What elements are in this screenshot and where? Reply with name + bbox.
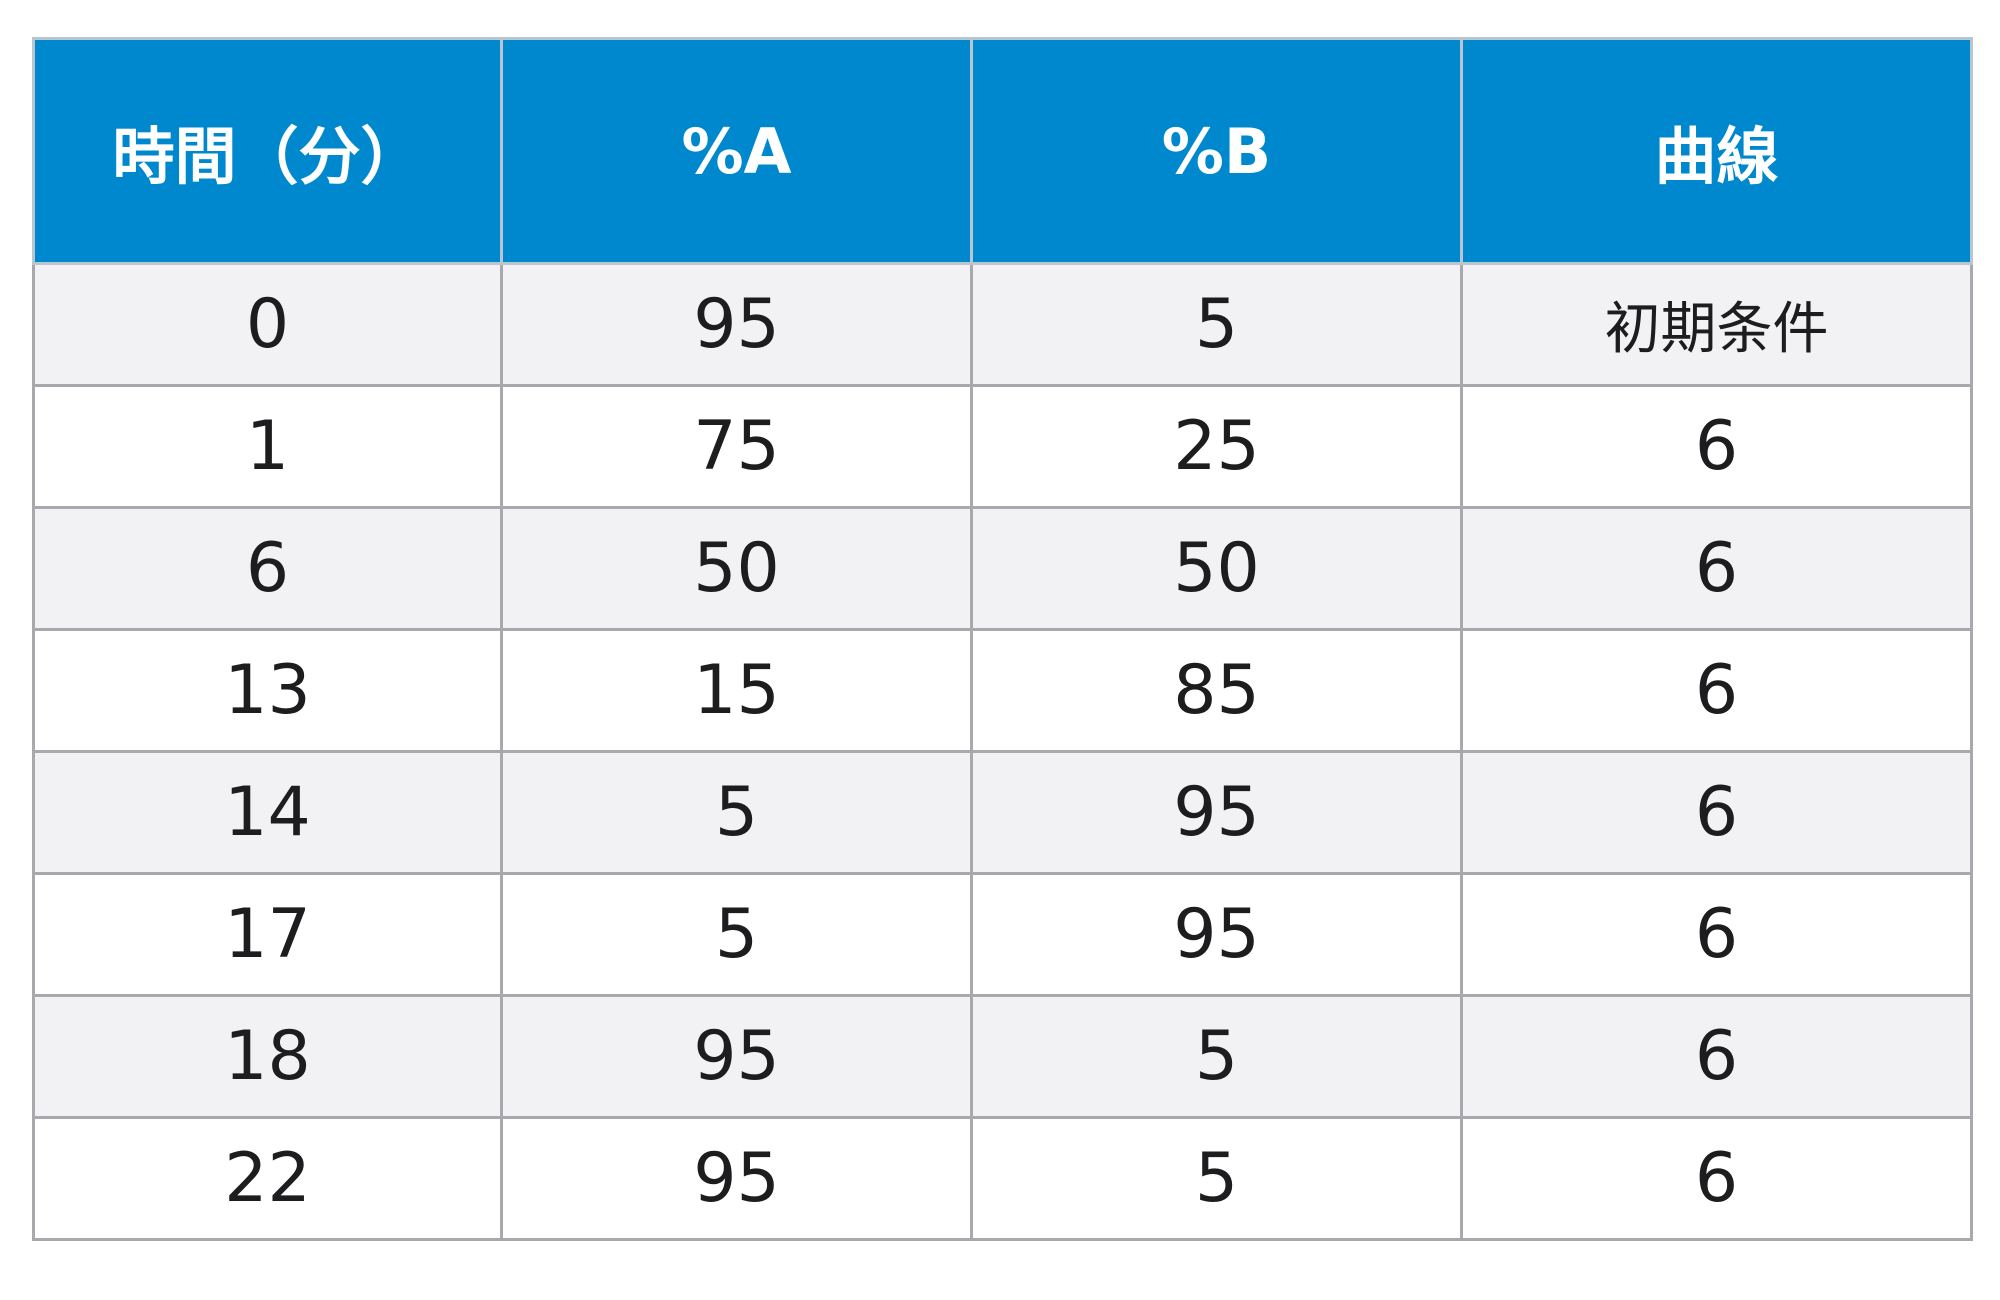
table-row: 1 75 25 6 (32, 384, 1973, 509)
header-time: 時間（分） (32, 37, 503, 265)
cell-curve: 6 (1460, 872, 1973, 997)
cell-percent-b: 95 (970, 872, 1463, 997)
cell-percent-b: 95 (970, 750, 1463, 875)
table-row: 0 95 5 初期条件 (32, 262, 1973, 387)
cell-percent-b: 5 (970, 1116, 1463, 1241)
table-row: 22 95 5 6 (32, 1116, 1973, 1241)
table-row: 18 95 5 6 (32, 994, 1973, 1119)
cell-time: 18 (32, 994, 503, 1119)
gradient-table: 時間（分） %A %B 曲線 0 95 5 初期条件 1 75 25 6 6 5… (32, 37, 1973, 1241)
cell-percent-a: 95 (500, 1116, 973, 1241)
table-body: 0 95 5 初期条件 1 75 25 6 6 50 50 6 13 15 85 (32, 262, 1973, 1241)
cell-curve: 6 (1460, 994, 1973, 1119)
cell-percent-a: 95 (500, 262, 973, 387)
cell-curve: 初期条件 (1460, 262, 1973, 387)
table-header: 時間（分） %A %B 曲線 (32, 37, 1973, 265)
cell-percent-a: 95 (500, 994, 973, 1119)
cell-percent-b: 85 (970, 628, 1463, 753)
cell-percent-a: 50 (500, 506, 973, 631)
cell-percent-b: 50 (970, 506, 1463, 631)
table-row: 14 5 95 6 (32, 750, 1973, 875)
cell-time: 13 (32, 628, 503, 753)
cell-curve: 6 (1460, 750, 1973, 875)
gradient-table-container: 時間（分） %A %B 曲線 0 95 5 初期条件 1 75 25 6 6 5… (32, 37, 1973, 1241)
cell-percent-a: 5 (500, 872, 973, 997)
cell-time: 17 (32, 872, 503, 997)
cell-percent-b: 5 (970, 994, 1463, 1119)
cell-time: 0 (32, 262, 503, 387)
cell-percent-a: 75 (500, 384, 973, 509)
table-row: 6 50 50 6 (32, 506, 1973, 631)
cell-percent-a: 15 (500, 628, 973, 753)
header-row: 時間（分） %A %B 曲線 (32, 37, 1973, 265)
cell-time: 14 (32, 750, 503, 875)
cell-percent-a: 5 (500, 750, 973, 875)
header-percent-a: %A (500, 37, 973, 265)
cell-time: 22 (32, 1116, 503, 1241)
header-percent-b: %B (970, 37, 1463, 265)
table-row: 13 15 85 6 (32, 628, 1973, 753)
table-row: 17 5 95 6 (32, 872, 1973, 997)
header-curve: 曲線 (1460, 37, 1973, 265)
cell-percent-b: 25 (970, 384, 1463, 509)
cell-time: 6 (32, 506, 503, 631)
cell-time: 1 (32, 384, 503, 509)
cell-percent-b: 5 (970, 262, 1463, 387)
cell-curve: 6 (1460, 506, 1973, 631)
cell-curve: 6 (1460, 384, 1973, 509)
cell-curve: 6 (1460, 628, 1973, 753)
cell-curve: 6 (1460, 1116, 1973, 1241)
